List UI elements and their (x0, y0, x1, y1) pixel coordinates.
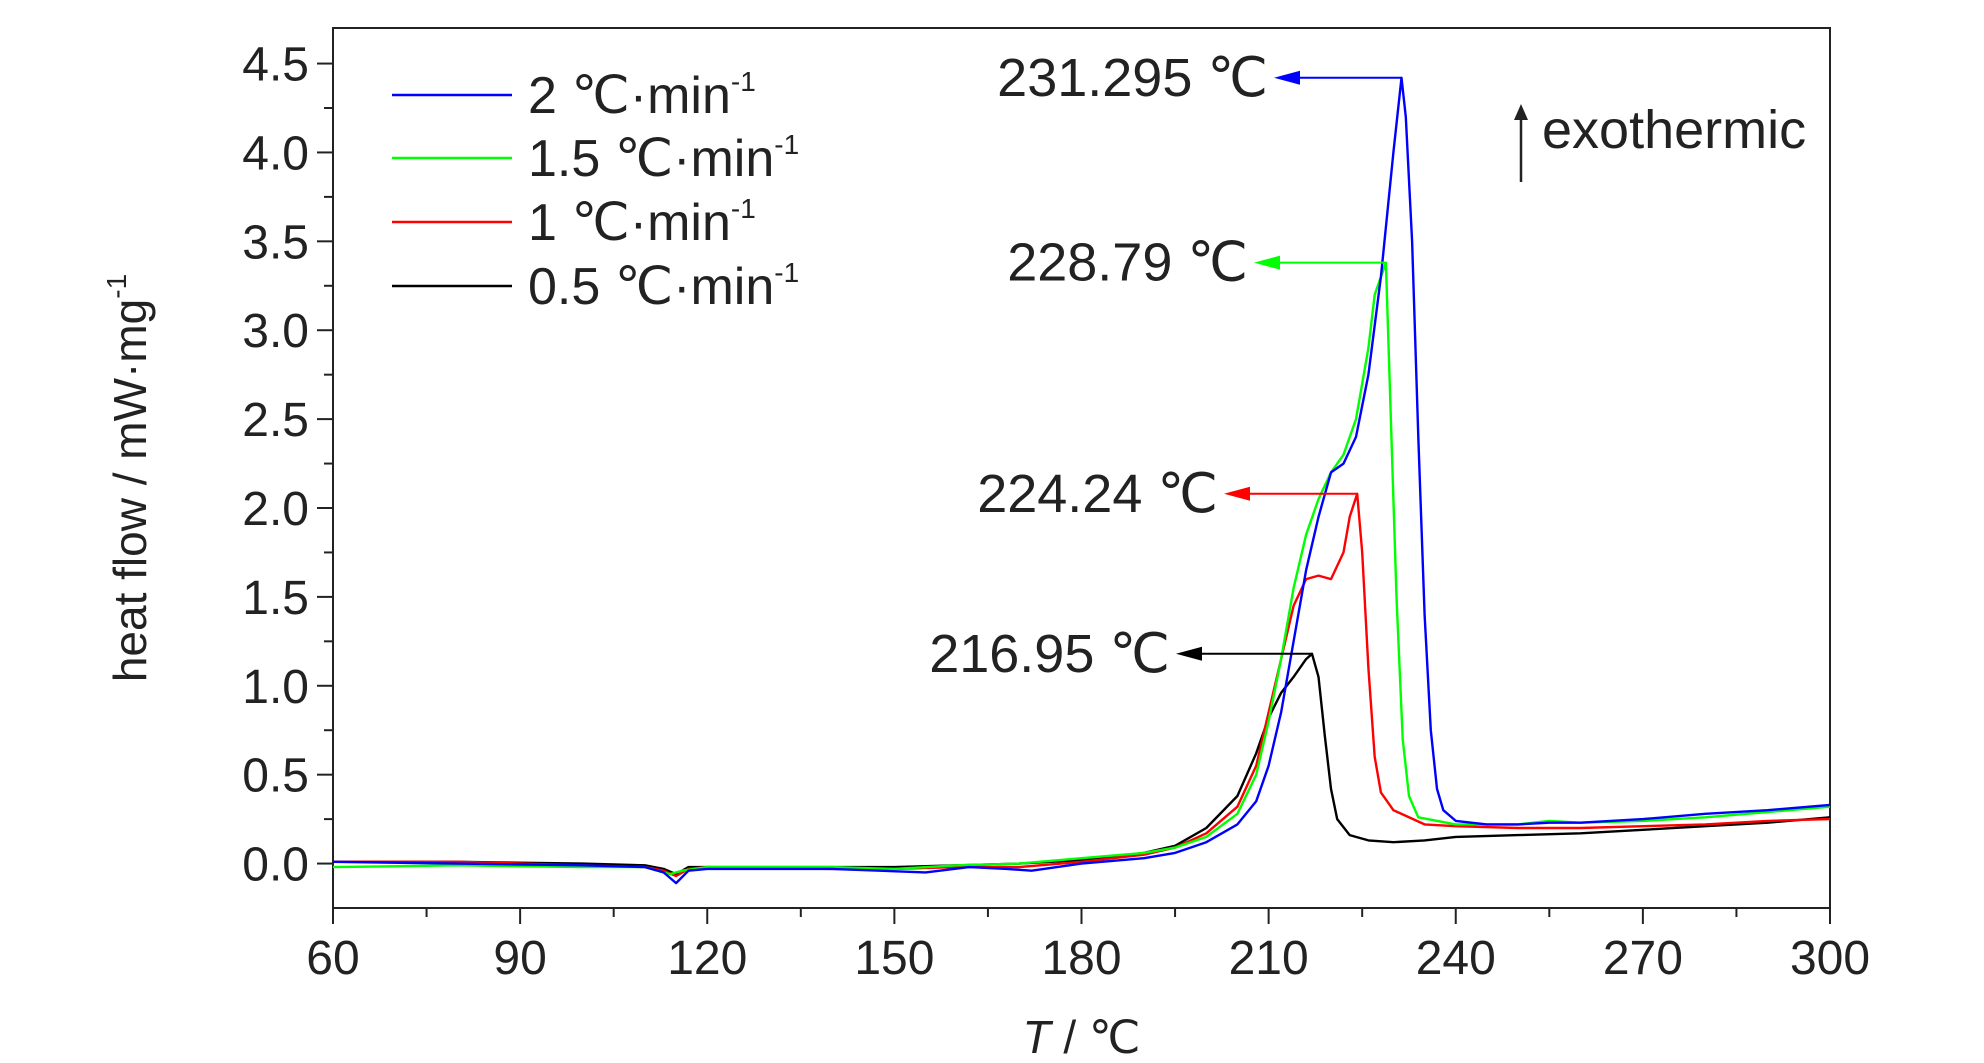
y-tick-label: 0.0 (242, 839, 309, 892)
legend-label-superscript: -1 (774, 257, 799, 288)
legend-label-text: 2 ℃·min (528, 67, 731, 125)
x-tick-label: 60 (306, 932, 359, 985)
y-tick-label: 4.0 (242, 127, 309, 180)
x-axis-title: T / ℃ (1022, 1011, 1140, 1063)
y-tick-label: 0.5 (242, 750, 309, 803)
exothermic-note: exothermic (1514, 100, 1806, 182)
peak-arrow-head-1 (1254, 255, 1280, 270)
peak-arrow-head-0 (1274, 70, 1300, 85)
legend-label-0: 2 ℃·min-1 (528, 66, 756, 125)
peak-label-3: 216.95 ℃ (929, 624, 1170, 684)
legend-label-3: 0.5 ℃·min-1 (528, 257, 799, 316)
legend-label-text: 1 ℃·min (528, 194, 731, 252)
y-tick-label: 3.0 (242, 305, 309, 358)
peak-arrow-head-3 (1176, 646, 1202, 661)
x-axis-title-symbol: T (1022, 1011, 1053, 1063)
x-tick-label: 90 (493, 932, 546, 985)
y-axis-title: heat flow / mW·mg-1 (101, 274, 156, 682)
y-axis: 0.0 0.5 1.0 1.5 2.0 2.5 3.0 3.5 4.0 4.5 (242, 39, 333, 892)
x-tick-label: 210 (1229, 932, 1309, 985)
exothermic-label: exothermic (1542, 100, 1806, 160)
y-tick-label: 4.5 (242, 39, 309, 92)
x-tick-label: 180 (1041, 932, 1121, 985)
x-tick-label: 240 (1416, 932, 1496, 985)
series-layer (332, 76, 1831, 885)
legend-label-superscript: -1 (731, 66, 756, 97)
legend-label-2: 1 ℃·min-1 (528, 193, 756, 252)
peak-label-0: 231.295 ℃ (997, 48, 1268, 108)
legend-label-text: 1.5 ℃·min (528, 130, 774, 188)
y-axis-title-main: heat flow / mW·mg (104, 299, 156, 682)
up-arrow-icon (1514, 104, 1528, 120)
series-line-2 (333, 492, 1831, 878)
x-axis-title-unit: / ℃ (1051, 1011, 1141, 1063)
axis-titles: T / ℃ heat flow / mW·mg-1 (101, 274, 1141, 1063)
legend-label-superscript: -1 (731, 193, 756, 224)
legend-label-superscript: -1 (774, 129, 799, 160)
y-axis-title-superscript: -1 (101, 274, 132, 299)
legend-label-text: 0.5 ℃·min (528, 258, 774, 316)
x-tick-label: 270 (1603, 932, 1683, 985)
x-tick-label: 150 (854, 932, 934, 985)
x-axis: 60 90 120 150 180 210 240 270 300 (306, 908, 1870, 985)
peak-annotations: 231.295 ℃ 228.79 ℃ 224.24 ℃ 216.95 ℃ (929, 48, 1402, 684)
y-tick-label: 3.5 (242, 216, 309, 269)
x-tick-label: 300 (1790, 932, 1870, 985)
legend-label-1: 1.5 ℃·min-1 (528, 129, 799, 188)
series-line-1 (332, 261, 1831, 876)
y-tick-label: 2.5 (242, 394, 309, 447)
peak-arrow-head-2 (1224, 486, 1250, 501)
y-tick-label: 1.5 (242, 572, 309, 625)
series-line-0 (332, 76, 1831, 885)
peak-label-1: 228.79 ℃ (1007, 233, 1248, 293)
y-tick-label: 1.0 (242, 661, 309, 714)
x-tick-label: 120 (667, 932, 747, 985)
y-tick-label: 2.0 (242, 483, 309, 536)
series-line-3 (333, 652, 1831, 876)
peak-label-2: 224.24 ℃ (977, 464, 1218, 524)
legend: 2 ℃·min-11.5 ℃·min-11 ℃·min-10.5 ℃·min-1 (392, 66, 799, 316)
